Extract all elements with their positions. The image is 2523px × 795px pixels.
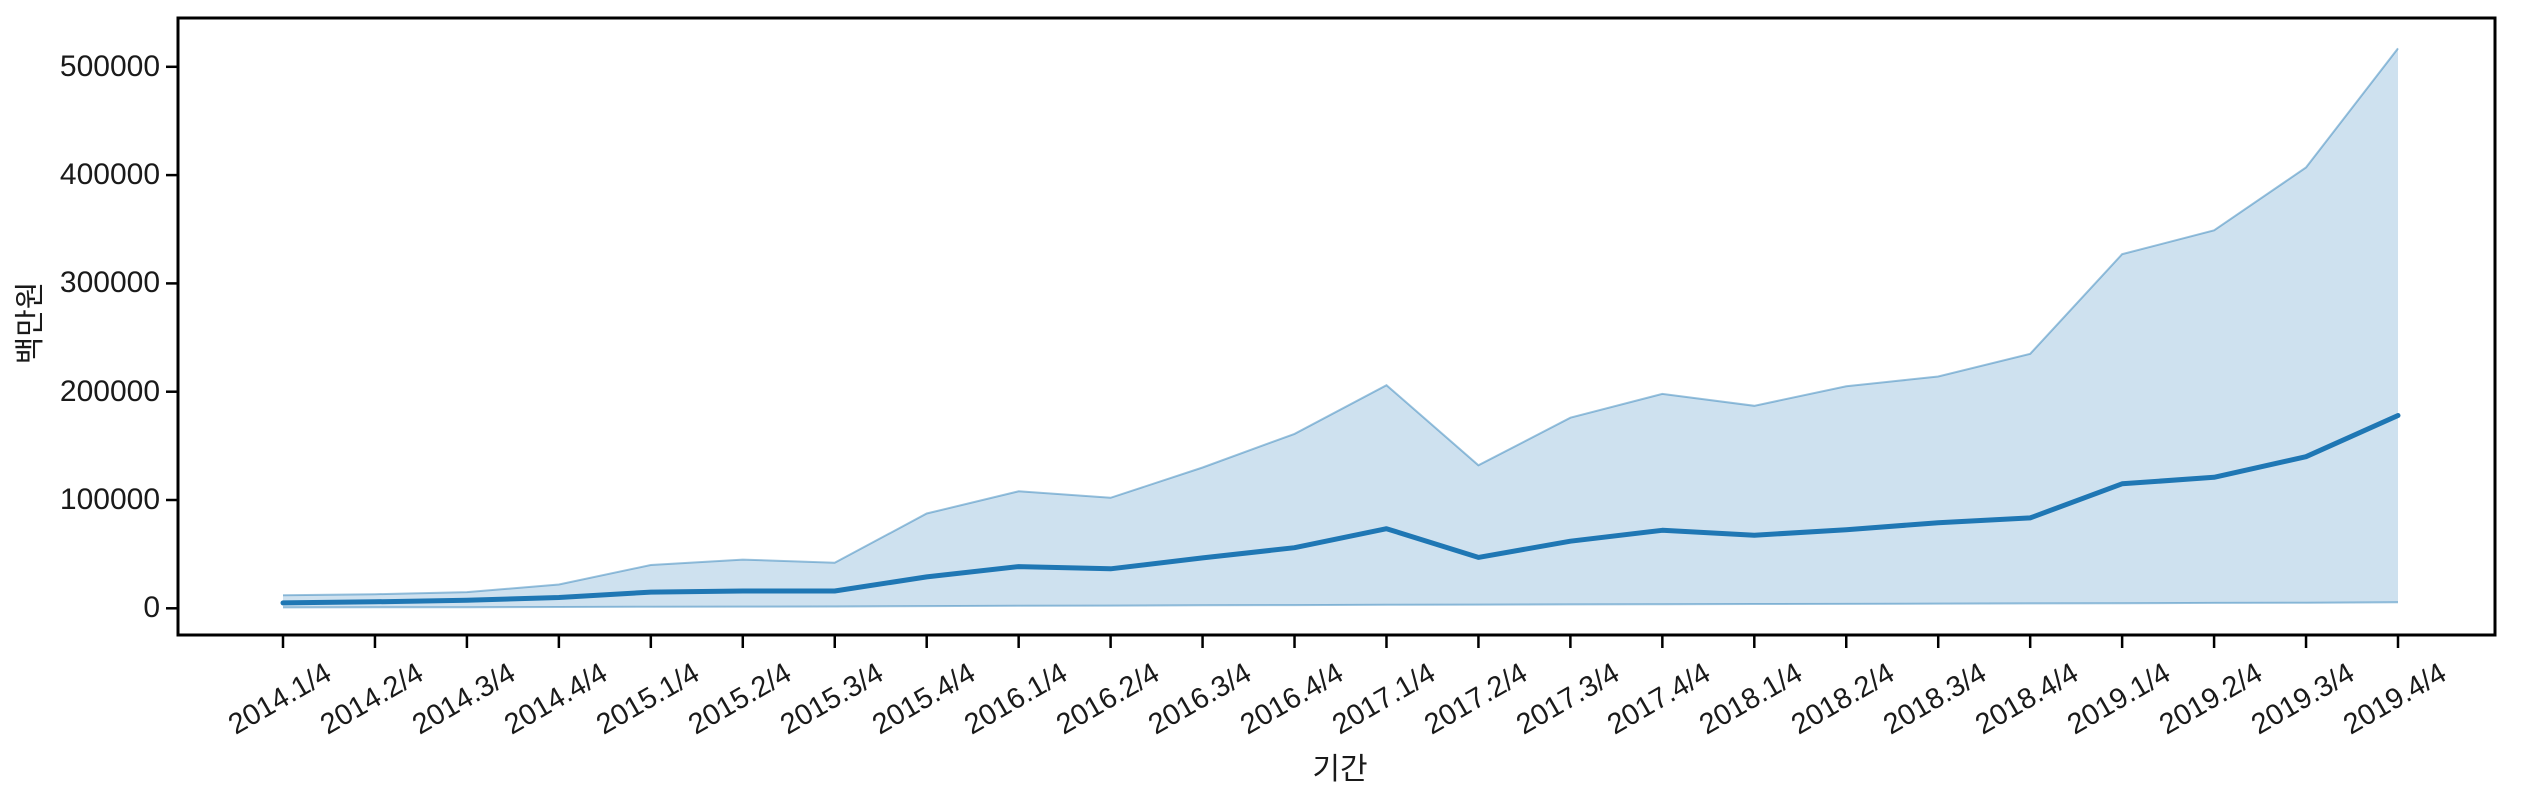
y-axis-label: 백만원 — [14, 281, 47, 365]
y-tick-label: 100000 — [59, 483, 160, 516]
axes-spines — [176, 16, 2497, 637]
y-tick-label: 200000 — [59, 374, 160, 408]
y-tick-label: 500000 — [59, 49, 160, 83]
y-tick-label: 300000 — [59, 266, 160, 300]
band-upper-edge — [282, 47, 2399, 597]
band-lower-edge — [282, 601, 2399, 609]
y-tick-label: 400000 — [59, 158, 160, 192]
mean-line — [280, 413, 2401, 606]
confidence-band — [283, 48, 2398, 608]
y-tick-label: 0 — [143, 591, 160, 625]
x-axis-label: 기간 — [1312, 753, 1368, 786]
